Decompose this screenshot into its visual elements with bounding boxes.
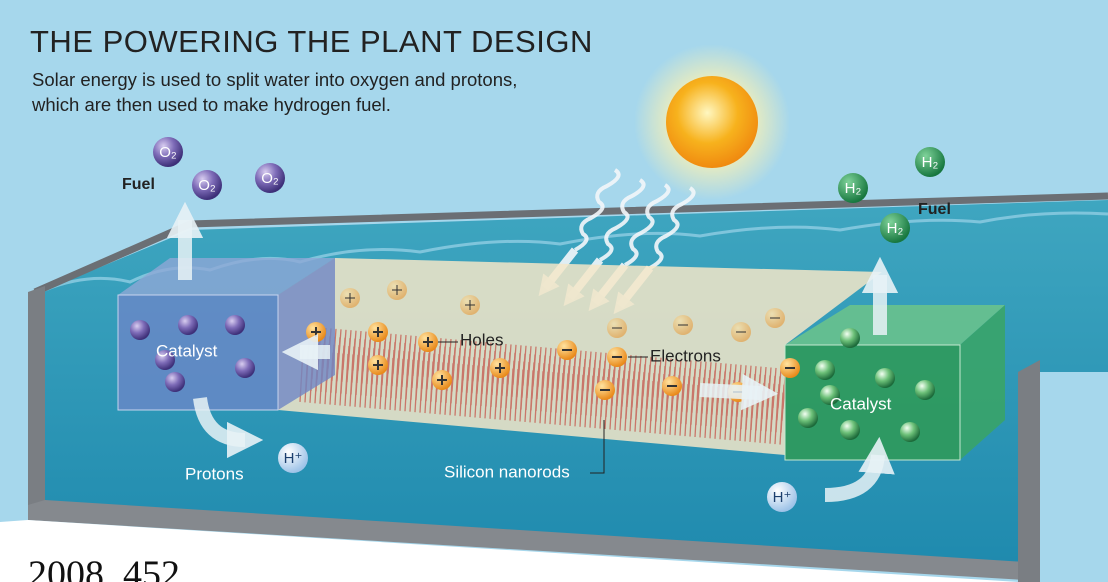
- fuel-label: Fuel: [122, 176, 155, 193]
- catalyst-particle: [915, 380, 935, 400]
- catalyst-particle: [900, 422, 920, 442]
- catalyst-particle: [165, 372, 185, 392]
- catalyst-particle: [815, 360, 835, 380]
- catalyst-label: Catalyst: [156, 341, 218, 360]
- electrons-label: Electrons: [650, 346, 721, 365]
- tank-left-wall: [28, 286, 45, 510]
- sun: [666, 76, 758, 168]
- catalyst-particle: [840, 328, 860, 348]
- molecule-label: O₂: [261, 170, 279, 187]
- diagram: O₂ O₂ O₂ H₂ H₂ H₂ H⁺ H⁺ THE POWERING THE PLANT …: [0, 0, 1108, 582]
- catalyst-particle: [840, 420, 860, 440]
- title: THE POWERING THE PLANT DESIGN: [30, 24, 593, 59]
- molecule-label: O₂: [159, 144, 177, 161]
- footer-citation: 2008, 452: [28, 554, 180, 582]
- subtitle-line: which are then used to make hydrogen fue…: [31, 94, 391, 115]
- fuel-label: Fuel: [918, 201, 951, 218]
- molecule-label: H⁺: [773, 489, 792, 506]
- electrons-arrow: [700, 390, 760, 393]
- subtitle-line: Solar energy is used to split water into…: [32, 69, 517, 90]
- tank-right-wall: [1018, 360, 1040, 582]
- catalyst-particle: [178, 315, 198, 335]
- catalyst-particle: [798, 408, 818, 428]
- molecule-label: H₂: [922, 154, 939, 171]
- nanorods-label: Silicon nanorods: [444, 462, 570, 481]
- catalyst-particle: [130, 320, 150, 340]
- molecule-label: H₂: [887, 220, 904, 237]
- catalyst-label: Catalyst: [830, 394, 892, 413]
- catalyst-particle: [235, 358, 255, 378]
- molecule-label: H⁺: [284, 450, 303, 467]
- catalyst-particle: [875, 368, 895, 388]
- molecule-label: O₂: [198, 177, 216, 194]
- catalyst-particle: [225, 315, 245, 335]
- molecule-label: H₂: [845, 180, 862, 197]
- protons-label: Protons: [185, 464, 244, 483]
- holes-label: Holes: [460, 330, 503, 349]
